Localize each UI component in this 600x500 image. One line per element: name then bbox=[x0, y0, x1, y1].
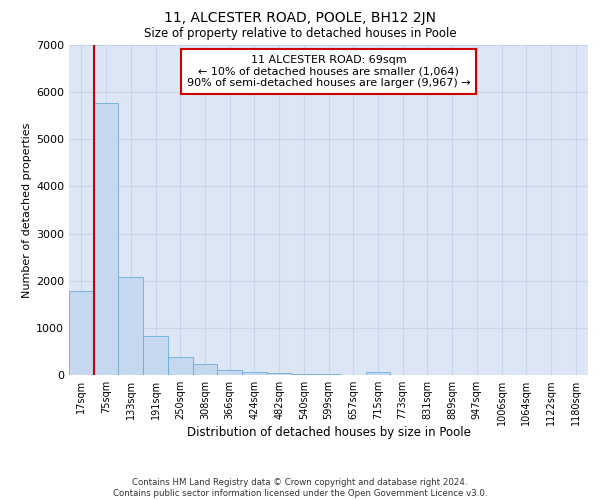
Text: 11 ALCESTER ROAD: 69sqm
← 10% of detached houses are smaller (1,064)
90% of semi: 11 ALCESTER ROAD: 69sqm ← 10% of detache… bbox=[187, 55, 470, 88]
Y-axis label: Number of detached properties: Number of detached properties bbox=[22, 122, 32, 298]
Bar bbox=[365, 372, 390, 375]
Bar bbox=[69, 291, 94, 375]
Bar bbox=[168, 357, 193, 375]
Bar bbox=[193, 364, 217, 375]
Bar bbox=[267, 372, 292, 375]
Bar bbox=[143, 336, 168, 375]
Text: Distribution of detached houses by size in Poole: Distribution of detached houses by size … bbox=[187, 426, 471, 439]
Bar bbox=[118, 277, 143, 375]
Bar bbox=[316, 374, 341, 375]
Bar bbox=[217, 370, 242, 375]
Text: Size of property relative to detached houses in Poole: Size of property relative to detached ho… bbox=[143, 28, 457, 40]
Bar bbox=[292, 374, 316, 375]
Bar bbox=[242, 372, 267, 375]
Bar bbox=[94, 102, 118, 375]
Text: 11, ALCESTER ROAD, POOLE, BH12 2JN: 11, ALCESTER ROAD, POOLE, BH12 2JN bbox=[164, 11, 436, 25]
Text: Contains HM Land Registry data © Crown copyright and database right 2024.
Contai: Contains HM Land Registry data © Crown c… bbox=[113, 478, 487, 498]
